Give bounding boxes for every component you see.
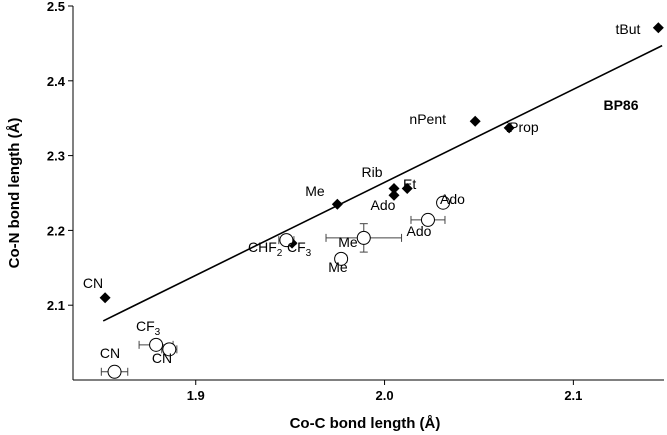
circle-point xyxy=(334,251,349,266)
y-tick-label: 2.3 xyxy=(47,149,65,164)
point-label: Me xyxy=(328,259,348,275)
x-axis-title: Co-C bond length (Å) xyxy=(290,415,441,432)
circle-point xyxy=(436,195,451,210)
point-label: Ado xyxy=(371,197,396,213)
data-marks xyxy=(99,22,664,379)
circle-point xyxy=(149,337,164,352)
diamond-point xyxy=(652,22,664,34)
circle-point xyxy=(279,233,294,248)
point-label: CF3 xyxy=(136,318,161,338)
regression-line xyxy=(102,44,663,322)
y-axis-title: Co-N bond length (Å) xyxy=(6,118,23,269)
regression-line-group: BP86 xyxy=(102,44,663,322)
point-label: Me xyxy=(305,183,325,199)
diamond-point xyxy=(331,198,343,210)
diamond-point xyxy=(469,115,481,127)
diamond-point xyxy=(388,189,400,201)
plot-area: 1.9 2.0 2.1 2.1 2.2 2.3 2.4 2.5 BP86 CN Me Rib Ado… xyxy=(47,0,664,403)
point-label: tBut xyxy=(616,21,641,37)
point-label: CF3 xyxy=(287,239,312,259)
y-tick-label: 2.4 xyxy=(47,74,66,89)
x-tick-label: 2.0 xyxy=(376,388,394,403)
point-label: CN xyxy=(100,345,120,361)
point-label: CN xyxy=(83,275,103,291)
point-label: Rib xyxy=(361,164,382,180)
point-label: CN xyxy=(152,350,172,366)
regression-line-label: BP86 xyxy=(603,97,638,113)
diamond-point xyxy=(388,183,400,195)
x-tick-label: 1.9 xyxy=(187,388,205,403)
diamond-point xyxy=(99,292,111,304)
diamond-point xyxy=(503,122,515,134)
point-label: Me xyxy=(338,234,358,250)
circle-point xyxy=(162,342,177,357)
circle-point xyxy=(420,212,435,227)
y-tick-label: 2.5 xyxy=(47,0,65,14)
circle-point xyxy=(356,230,371,245)
circle-point xyxy=(107,364,122,379)
point-label: nPent xyxy=(409,111,446,127)
point-label: Et xyxy=(403,176,416,192)
x-tick-label: 2.1 xyxy=(564,388,582,403)
diamond-point xyxy=(401,183,413,195)
axis-ticks: 1.9 2.0 2.1 2.1 2.2 2.3 2.4 2.5 xyxy=(47,0,582,403)
point-label: CHF2 xyxy=(248,239,283,259)
y-tick-label: 2.2 xyxy=(47,223,65,238)
point-label: Ado xyxy=(440,191,465,207)
point-label: iProp xyxy=(506,119,539,135)
y-tick-label: 2.1 xyxy=(47,298,65,313)
point-label: Ado xyxy=(407,223,432,239)
